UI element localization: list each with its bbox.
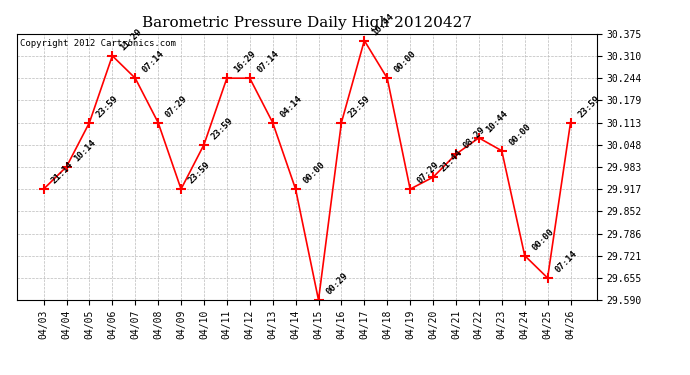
Text: 21:44: 21:44 bbox=[439, 148, 464, 174]
Text: 08:29: 08:29 bbox=[462, 125, 487, 151]
Text: 11:29: 11:29 bbox=[118, 27, 144, 52]
Text: 10:14: 10:14 bbox=[72, 138, 97, 163]
Text: 07:14: 07:14 bbox=[255, 49, 281, 75]
Text: 00:29: 00:29 bbox=[324, 271, 349, 297]
Text: 07:14: 07:14 bbox=[141, 49, 166, 75]
Text: 23:59: 23:59 bbox=[95, 94, 120, 119]
Text: 04:14: 04:14 bbox=[278, 94, 304, 119]
Text: 23:59: 23:59 bbox=[347, 94, 373, 119]
Text: 00:00: 00:00 bbox=[301, 160, 326, 186]
Title: Barometric Pressure Daily High 20120427: Barometric Pressure Daily High 20120427 bbox=[142, 16, 472, 30]
Text: 00:00: 00:00 bbox=[530, 226, 555, 252]
Text: 16:29: 16:29 bbox=[233, 49, 258, 75]
Text: 07:14: 07:14 bbox=[553, 249, 578, 274]
Text: 00:00: 00:00 bbox=[393, 49, 418, 75]
Text: 21:14: 21:14 bbox=[49, 160, 75, 186]
Text: 07:29: 07:29 bbox=[415, 160, 441, 186]
Text: 23:59: 23:59 bbox=[210, 116, 235, 141]
Text: 23:59: 23:59 bbox=[576, 94, 602, 119]
Text: 10:44: 10:44 bbox=[370, 12, 395, 37]
Text: 10:44: 10:44 bbox=[484, 109, 510, 134]
Text: 07:29: 07:29 bbox=[164, 94, 189, 119]
Text: Copyright 2012 Cartronics.com: Copyright 2012 Cartronics.com bbox=[20, 39, 176, 48]
Text: 00:00: 00:00 bbox=[507, 122, 533, 147]
Text: 23:59: 23:59 bbox=[186, 160, 212, 186]
